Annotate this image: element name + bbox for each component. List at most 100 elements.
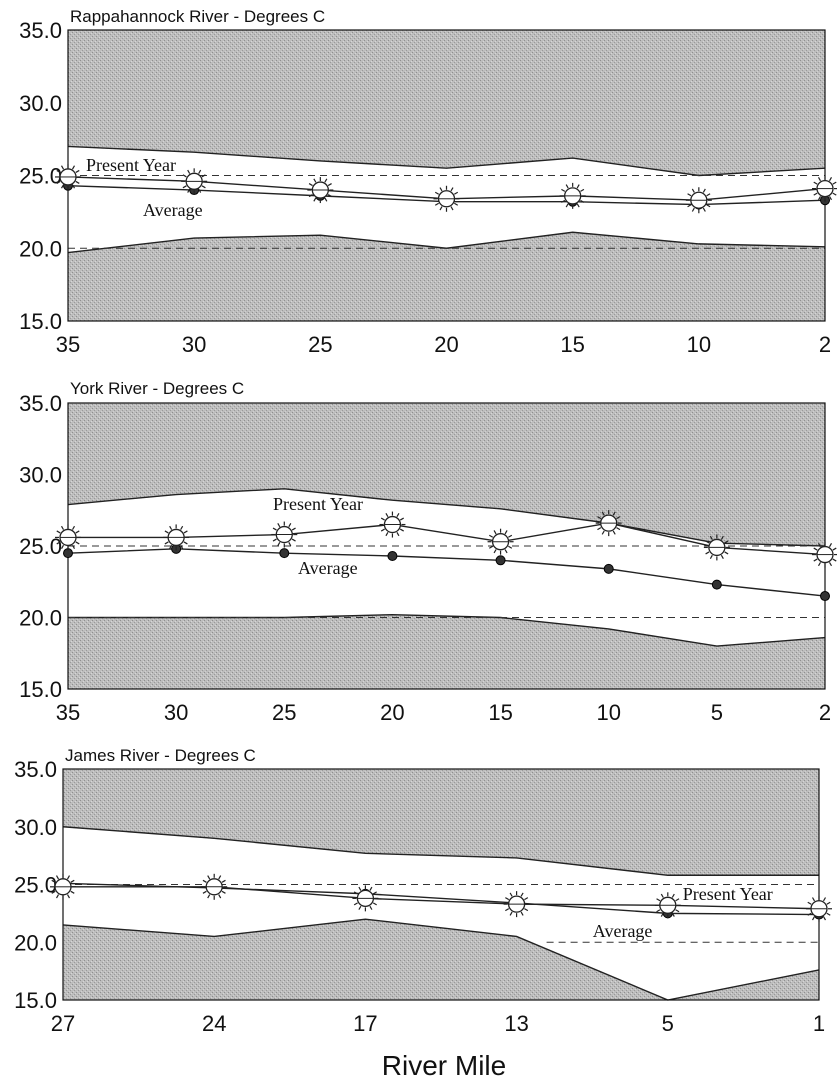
sun-ray — [201, 185, 206, 189]
sun-ray — [169, 544, 173, 549]
y-tick-label: 15.0 — [19, 677, 62, 702]
sun-ray — [201, 174, 206, 178]
x-tick-label: 25 — [308, 332, 332, 357]
sun-ray — [187, 169, 191, 174]
chart-title: Rappahannock River - Degrees C — [70, 7, 325, 26]
sun-ray — [705, 540, 710, 544]
sun-ray — [182, 185, 187, 189]
sun-ray — [832, 547, 837, 551]
sun-icon — [685, 187, 712, 214]
x-tick-label: 30 — [164, 700, 188, 725]
sun-icon — [271, 521, 298, 548]
sun-ray — [385, 512, 389, 518]
sun-ray — [561, 188, 566, 192]
average-point — [279, 548, 290, 559]
sun-ray — [450, 206, 454, 211]
x-tick-label: 15 — [560, 332, 584, 357]
sun-ray — [706, 204, 711, 208]
x-tick-label: 5 — [662, 1011, 674, 1036]
normal-range-band — [63, 826, 819, 1000]
sun-ray — [55, 875, 60, 880]
sun-ray — [656, 898, 661, 902]
sun-ray — [817, 543, 822, 548]
sun-ray — [207, 894, 211, 899]
sun-ray — [687, 204, 692, 208]
present-year-label: Present Year — [273, 494, 363, 514]
sun-ray — [580, 188, 585, 192]
sun-ray — [439, 187, 443, 192]
sun-ray — [51, 879, 56, 883]
sun-ray — [164, 541, 169, 545]
upper-envelope-line — [67, 488, 826, 547]
sun-ray — [221, 879, 226, 883]
sun-ray — [202, 890, 207, 894]
lower-envelope-line — [62, 918, 820, 1001]
sun-ray — [56, 530, 61, 534]
sun-ray — [576, 184, 580, 189]
sun-ray — [524, 897, 529, 901]
sun-ray — [597, 527, 602, 531]
sun-ray — [439, 206, 443, 211]
sun-ray — [66, 875, 71, 880]
sun-ray — [453, 202, 459, 206]
x-tick-label: 13 — [504, 1011, 528, 1036]
sun-ray — [353, 902, 358, 906]
sun-icon — [812, 541, 837, 568]
sun-ray — [60, 165, 65, 170]
present-year-label: Present Year — [683, 884, 773, 904]
y-tick-label: 30.0 — [14, 815, 57, 840]
sun-ray — [612, 530, 616, 535]
sun-ray — [489, 545, 494, 549]
sun-ray — [826, 912, 831, 916]
sun-ray — [369, 905, 373, 910]
sun-ray — [369, 886, 373, 891]
x-tick-label: 15 — [488, 700, 512, 725]
x-tick-label: 20 — [434, 332, 458, 357]
y-tick-label: 30.0 — [19, 463, 62, 488]
sun-ray — [218, 894, 222, 899]
sun-ray — [720, 554, 724, 559]
x-tick-label: 10 — [687, 332, 711, 357]
sun-icon — [654, 892, 681, 919]
chart-title: York River - Degrees C — [70, 379, 244, 398]
sun-ray — [450, 187, 454, 192]
sun-ray — [183, 541, 188, 545]
sun-icon — [703, 534, 730, 561]
sun-icon — [307, 177, 334, 204]
sun-ray — [183, 530, 188, 534]
sun-ray — [75, 530, 80, 534]
sun-ray — [56, 541, 61, 545]
sun-ray — [565, 184, 569, 189]
sun-ray — [272, 527, 277, 531]
sun-ray — [372, 891, 377, 895]
sun-ray — [358, 905, 362, 910]
y-tick-label: 25.0 — [19, 534, 62, 559]
present-year-label: Present Year — [86, 155, 176, 175]
average-point — [387, 551, 398, 562]
sun-ray — [508, 545, 513, 549]
sun-ray — [396, 532, 400, 537]
sun-ray — [828, 562, 833, 567]
sun-icon — [55, 163, 81, 190]
average-point — [603, 563, 614, 574]
sun-ray — [399, 517, 404, 521]
y-tick-label: 35.0 — [19, 391, 62, 416]
sun-icon — [559, 182, 586, 209]
sun-ray — [691, 207, 695, 212]
sun-ray — [434, 202, 440, 206]
upper-envelope-line — [62, 826, 819, 876]
sun-ray — [597, 516, 602, 520]
sun-ray — [71, 165, 76, 170]
sun-ray — [75, 180, 80, 184]
sun-icon — [50, 873, 76, 900]
sun-ray — [702, 188, 706, 193]
sun-icon — [352, 885, 379, 912]
sun-ray — [288, 542, 292, 547]
sun-ray — [561, 199, 566, 203]
sun-ray — [324, 197, 328, 202]
sun-ray — [813, 558, 818, 562]
sun-ray — [822, 897, 827, 902]
sun-icon — [806, 895, 832, 922]
sun-ray — [55, 894, 60, 899]
